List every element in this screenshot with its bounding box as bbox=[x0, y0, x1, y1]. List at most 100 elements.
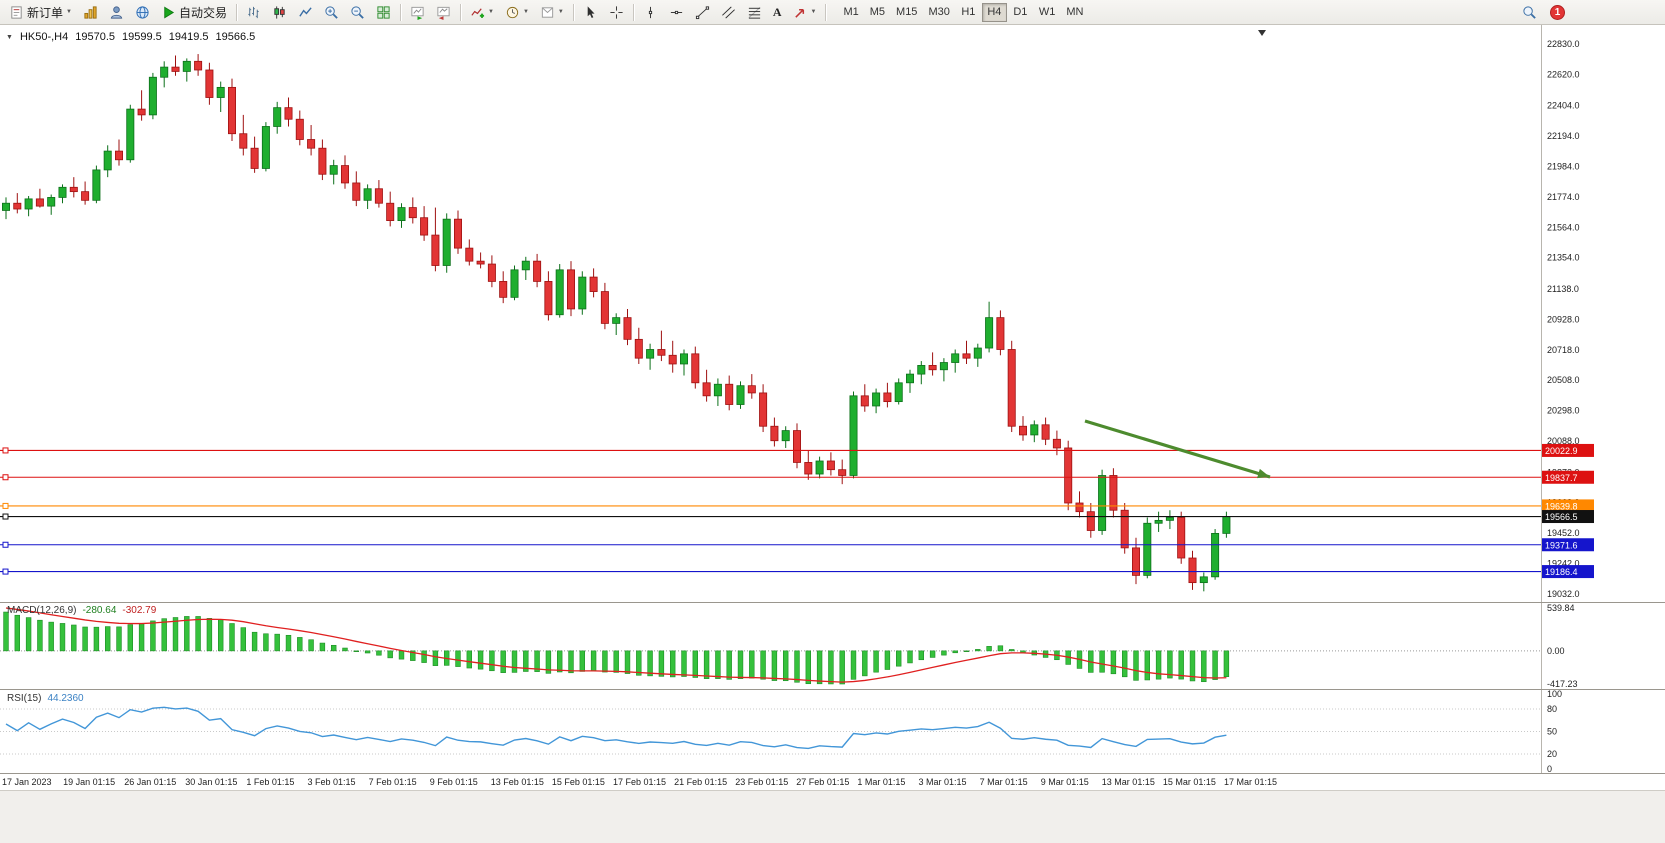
level-line-orange[interactable]: 19639.8 bbox=[0, 499, 1594, 513]
high-value: 19599.5 bbox=[122, 31, 162, 43]
candle bbox=[826, 452, 835, 476]
periods-button[interactable]: ▼ bbox=[500, 2, 534, 23]
price-axis-label: 20928.0 bbox=[1547, 314, 1580, 324]
macd-bar bbox=[1122, 650, 1128, 678]
candle bbox=[261, 122, 270, 172]
timeframe-button-W1[interactable]: W1 bbox=[1034, 3, 1061, 22]
crosshair-tool-button[interactable] bbox=[604, 2, 629, 23]
globe-icon bbox=[136, 5, 149, 19]
candlestick-mode-button[interactable] bbox=[267, 2, 292, 23]
chevron-down-icon: ▼ bbox=[810, 9, 817, 15]
line-handle[interactable] bbox=[2, 568, 9, 575]
macd-bar bbox=[172, 617, 179, 652]
line-handle[interactable] bbox=[2, 502, 9, 509]
line-handle[interactable] bbox=[2, 513, 9, 520]
trendline-tool-button[interactable] bbox=[690, 2, 715, 23]
time-axis[interactable]: 17 Jan 2023 19 Jan 01:15 26 Jan 01:15 30 Ja… bbox=[0, 774, 1665, 790]
price-tag bbox=[1542, 510, 1594, 524]
price-tag bbox=[1542, 565, 1594, 579]
support-line-1[interactable]: 19371.6 bbox=[0, 538, 1594, 552]
bar-chart-mode-button[interactable] bbox=[241, 2, 266, 23]
candle bbox=[13, 193, 22, 214]
macd-bar bbox=[681, 650, 687, 677]
autotrading-button[interactable]: 自动交易 bbox=[156, 2, 232, 23]
trend-arrow[interactable] bbox=[1084, 419, 1271, 479]
text-tool-button[interactable]: A bbox=[768, 2, 787, 23]
templates-button[interactable]: ▼ bbox=[535, 2, 569, 23]
macd-bar bbox=[703, 650, 710, 679]
timeframe-button-MN[interactable]: MN bbox=[1061, 3, 1088, 22]
current-price-line[interactable]: 19566.5 bbox=[0, 510, 1594, 524]
collapse-triangle-icon[interactable]: ▼ bbox=[6, 33, 13, 41]
rsi-panel-canvas[interactable]: 100 80 50 20 0 bbox=[0, 690, 1665, 774]
macd-bar bbox=[116, 626, 122, 652]
horizontal-line-tool-button[interactable] bbox=[664, 2, 689, 23]
notifications-badge[interactable]: 1 bbox=[1550, 4, 1565, 20]
cursor-tool-button[interactable] bbox=[578, 2, 603, 23]
arrows-tool-button[interactable]: ▼ bbox=[788, 2, 822, 23]
timeframe-button-D1[interactable]: D1 bbox=[1008, 3, 1033, 22]
macd-bar bbox=[523, 650, 529, 672]
line-chart-mode-button[interactable] bbox=[293, 2, 318, 23]
macd-bar bbox=[850, 650, 857, 680]
macd-bar bbox=[297, 637, 303, 652]
chart-window-button[interactable] bbox=[78, 2, 103, 23]
time-axis-label: 9 Feb 01:15 bbox=[430, 777, 478, 787]
macd-panel-canvas[interactable]: 539.84 0.00 -417.23 bbox=[0, 602, 1665, 690]
line-handle[interactable] bbox=[2, 474, 9, 481]
line-handle[interactable] bbox=[2, 541, 9, 548]
indicators-button[interactable]: ▼ bbox=[465, 2, 499, 23]
timeframe-button-H1[interactable]: H1 bbox=[956, 3, 981, 22]
candle bbox=[216, 81, 225, 112]
chart-shift-marker[interactable] bbox=[1258, 30, 1266, 36]
candle bbox=[623, 308, 632, 346]
candle bbox=[24, 195, 33, 217]
price-chart-canvas[interactable]: 22830.0 22620.0 22404.0 22194.0 21984.0 21774… bbox=[0, 25, 1665, 602]
search-button[interactable] bbox=[1517, 2, 1542, 23]
community-button[interactable] bbox=[130, 2, 155, 23]
resistance-line-2[interactable]: 19837.7 bbox=[0, 470, 1594, 484]
close-value: 19566.5 bbox=[215, 31, 256, 43]
auto-scroll-button[interactable] bbox=[405, 2, 430, 23]
resistance-line-1[interactable]: 20022.9 bbox=[0, 443, 1594, 457]
tile-windows-button[interactable] bbox=[371, 2, 396, 23]
fibonacci-tool-button[interactable] bbox=[742, 2, 767, 23]
line-handle[interactable] bbox=[2, 447, 9, 454]
timeframe-button-M30[interactable]: M30 bbox=[923, 3, 954, 22]
macd-bar bbox=[534, 650, 540, 672]
chart-shift-icon bbox=[437, 6, 450, 20]
channel-tool-button[interactable] bbox=[716, 2, 741, 23]
candle bbox=[747, 374, 756, 399]
macd-bar bbox=[59, 623, 66, 652]
new-order-button[interactable]: 新订单 ▼ bbox=[4, 2, 77, 23]
account-button[interactable] bbox=[104, 2, 129, 23]
support-line-2[interactable]: 19186.4 bbox=[0, 565, 1594, 579]
price-axis-label: 21354.0 bbox=[1547, 253, 1580, 263]
macd-bar bbox=[37, 619, 43, 652]
candle bbox=[465, 239, 474, 266]
time-axis-label: 15 Mar 01:15 bbox=[1163, 777, 1216, 787]
candle bbox=[668, 340, 677, 373]
timeframe-button-M1[interactable]: M1 bbox=[838, 3, 863, 22]
timeframe-button-H4[interactable]: H4 bbox=[981, 2, 1007, 22]
zoom-out-button[interactable] bbox=[345, 2, 370, 23]
vertical-line-tool-button[interactable] bbox=[638, 2, 663, 23]
chart-shift-button[interactable] bbox=[431, 2, 456, 23]
candle bbox=[250, 136, 259, 173]
candle bbox=[2, 197, 10, 220]
timeframe-button-M15[interactable]: M15 bbox=[891, 3, 922, 22]
candle bbox=[239, 114, 248, 156]
candle bbox=[318, 139, 327, 181]
macd-bar bbox=[25, 617, 32, 652]
low-value: 19419.5 bbox=[168, 31, 209, 43]
macd-bar bbox=[805, 650, 812, 685]
candle bbox=[770, 417, 779, 447]
macd-bar bbox=[579, 650, 586, 672]
cursor-icon bbox=[587, 5, 595, 18]
candle bbox=[1120, 502, 1129, 554]
timeframe-button-M5[interactable]: M5 bbox=[865, 3, 890, 22]
zoom-in-button[interactable] bbox=[319, 2, 344, 23]
time-axis-label: 3 Feb 01:15 bbox=[308, 777, 356, 787]
macd-signal-line bbox=[5, 607, 1227, 683]
price-axis-label: 19242.0 bbox=[1547, 559, 1580, 569]
